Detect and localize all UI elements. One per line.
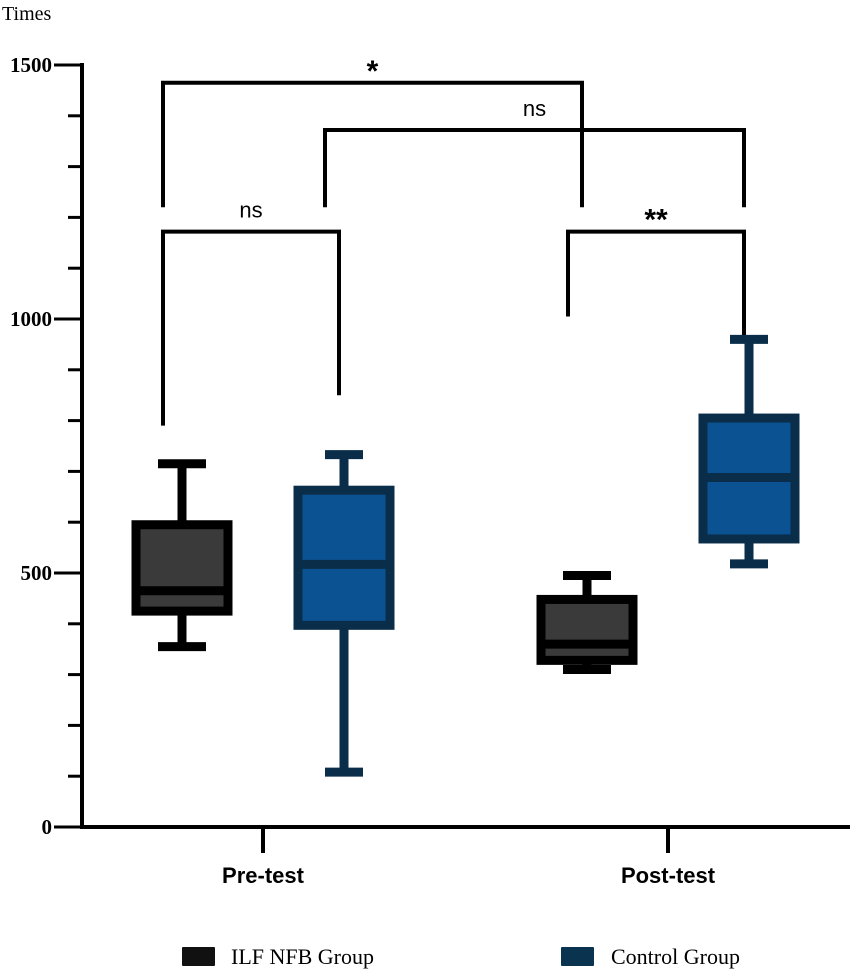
box-body xyxy=(131,520,233,616)
axes xyxy=(80,63,850,829)
y-tick-label: 500 xyxy=(21,561,53,585)
legend-swatch xyxy=(182,947,215,966)
y-axis-label: Times xyxy=(2,3,52,25)
legend-label: Control Group xyxy=(611,944,740,969)
significance-label: ns xyxy=(523,96,546,121)
x-tick-label: Pre-test xyxy=(222,863,305,888)
significance-bracket: * xyxy=(161,55,584,208)
bracket-line xyxy=(161,229,341,426)
significance-bracket: ns xyxy=(323,96,746,208)
box-ilf-nfb-group-post-test xyxy=(536,571,638,675)
box-ilf-nfb-group-pre-test xyxy=(131,459,233,652)
box-body xyxy=(536,594,638,665)
legend-entry: Control Group xyxy=(561,944,740,969)
x-axis-categories: Pre-test Post-test xyxy=(222,827,716,888)
y-tick-label: 0 xyxy=(42,815,53,839)
significance-brackets: * ns ns ** xyxy=(161,55,746,426)
legend-entry: ILF NFB Group xyxy=(182,944,374,969)
y-axis-ticks: 0 500 1000 1500 xyxy=(10,53,82,839)
bracket-line xyxy=(161,80,584,208)
y-tick-label: 1500 xyxy=(10,53,52,77)
y-tick-label: 1000 xyxy=(10,307,52,331)
bracket-line xyxy=(323,128,746,208)
significance-bracket: ** xyxy=(566,204,746,337)
legend-label: ILF NFB Group xyxy=(231,944,374,969)
significance-label: ** xyxy=(644,204,668,237)
legend-swatch xyxy=(561,947,594,966)
boxes xyxy=(131,334,800,777)
legend: ILF NFB Group Control Group xyxy=(182,944,740,969)
significance-label: * xyxy=(367,55,379,88)
box-control-group-post-test xyxy=(698,334,800,569)
box-body xyxy=(293,485,395,630)
x-tick-label: Post-test xyxy=(621,863,716,888)
significance-bracket: ns xyxy=(161,198,341,426)
bracket-line xyxy=(566,229,746,337)
box-control-group-pre-test xyxy=(293,450,395,777)
significance-label: ns xyxy=(239,198,262,223)
